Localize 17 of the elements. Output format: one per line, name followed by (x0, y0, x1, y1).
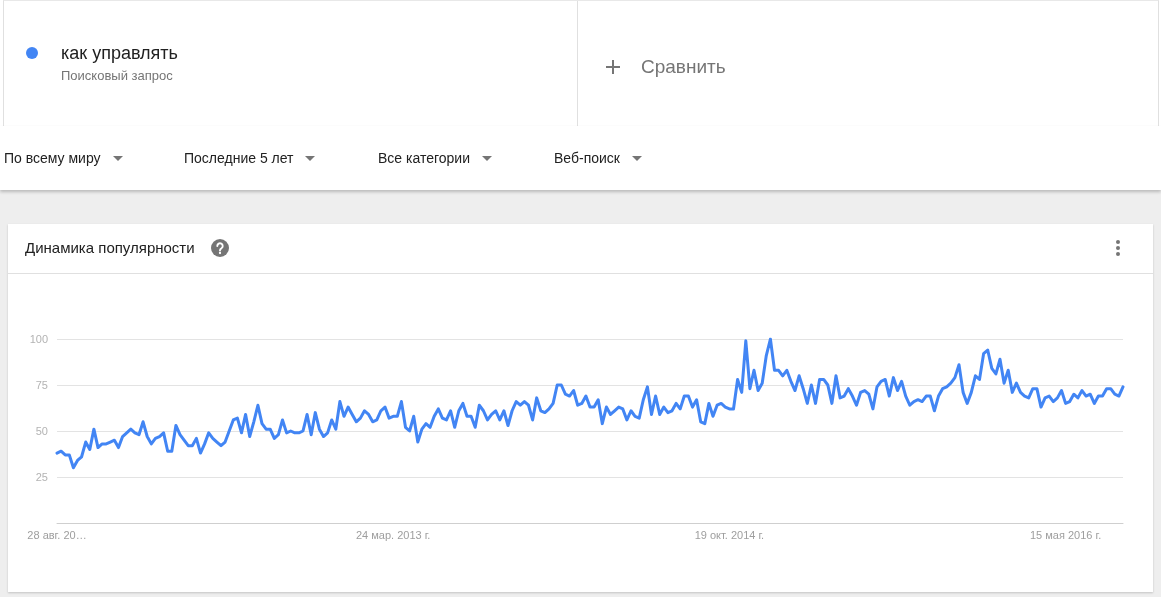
text: Все категории (378, 149, 470, 167)
text: Сравнить (641, 55, 726, 79)
text: По всему миру (4, 149, 101, 167)
x-tick-label: 24 мар. 2013 г. (355, 528, 431, 541)
y-tick-label: 75 (35, 379, 48, 391)
text: Веб-поиск (554, 149, 620, 167)
text: Последние 5 лет (184, 149, 294, 167)
x-tick-label: 28 авг. 20… (27, 528, 87, 541)
x-tick-label: 19 окт. 2014 г. (694, 528, 765, 541)
y-tick-label: 100 (29, 333, 48, 345)
legend-label: как управлять (61, 42, 178, 64)
text: Поисковый запрос (61, 68, 173, 84)
y-tick-label: 50 (35, 425, 48, 437)
chart-title: Динамика популярности (25, 238, 195, 258)
line-series (55, 337, 1125, 470)
x-tick-label: 15 мая 2016 г. (1029, 528, 1102, 541)
y-tick-label: 25 (35, 471, 48, 483)
